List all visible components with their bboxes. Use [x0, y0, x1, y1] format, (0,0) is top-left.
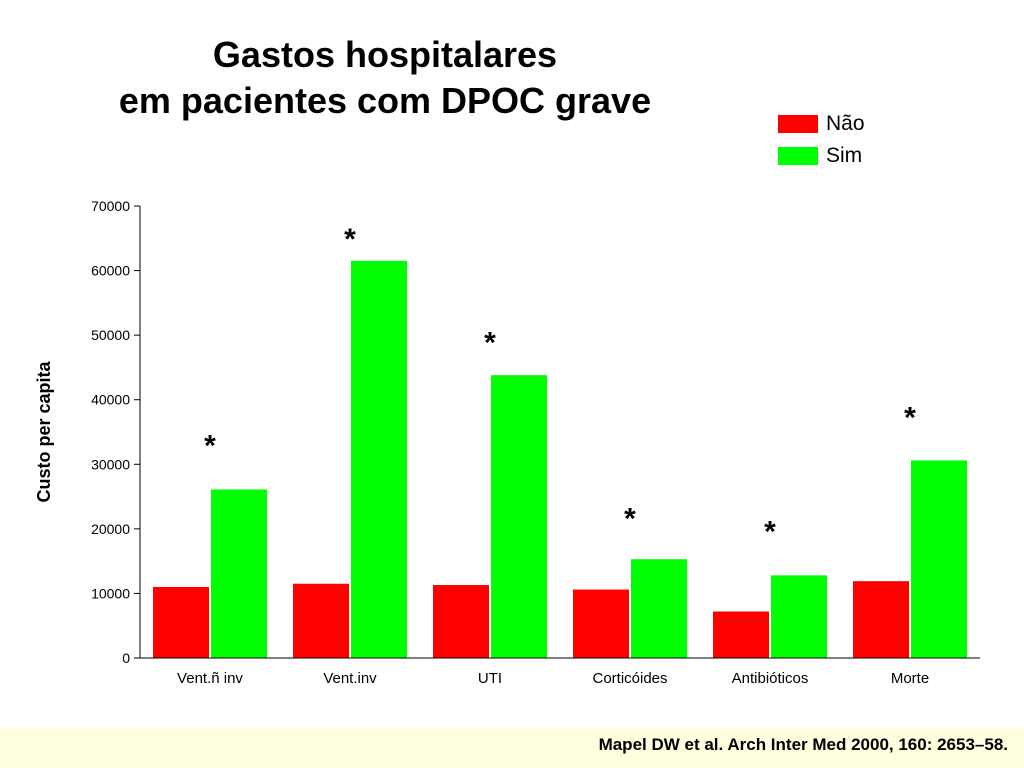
chart-title-line-1: Gastos hospitalares [212, 34, 558, 75]
bar-sim-3 [631, 559, 687, 658]
bar-nao-4 [713, 611, 769, 658]
legend: Não Sim [778, 108, 865, 172]
bar-nao-3 [573, 589, 629, 658]
bar-sim-2 [491, 375, 547, 658]
bar-nao-1 [293, 583, 349, 658]
x-tick-label-2: UTI [478, 670, 502, 687]
legend-item-sim: Sim [778, 140, 865, 172]
legend-swatch-sim [778, 147, 818, 165]
significance-marker-4: * [764, 516, 776, 549]
y-tick-label-1: 10000 [91, 585, 130, 601]
bar-nao-2 [433, 585, 489, 658]
legend-label-nao: Não [826, 112, 865, 135]
bar-nao-5 [853, 581, 909, 658]
citation: Mapel DW et al. Arch Inter Med 2000, 160… [598, 735, 1008, 754]
legend-label-sim: Sim [826, 144, 863, 167]
y-tick-label-6: 60000 [91, 263, 130, 279]
y-tick-label-2: 20000 [91, 521, 130, 537]
bar-sim-4 [771, 575, 827, 658]
y-tick-label-7: 70000 [91, 198, 130, 214]
x-tick-label-3: Corticóides [592, 670, 667, 687]
significance-marker-0: * [204, 430, 216, 463]
chart-title-line-2: em pacientes com DPOC grave [118, 80, 652, 121]
y-tick-label-5: 50000 [91, 327, 130, 343]
significance-marker-2: * [484, 326, 496, 359]
x-tick-label-4: Antibióticos [732, 670, 809, 687]
significance-marker-5: * [904, 401, 916, 434]
bar-chart: Vent.ñ inv Vent.inv UTI Corticóides Antibiót… [34, 198, 980, 687]
legend-swatch-nao [778, 115, 818, 133]
y-tick-label-3: 30000 [91, 456, 130, 472]
legend-item-nao: Não [778, 108, 865, 140]
footer-bar: Mapel DW et al. Arch Inter Med 2000, 160… [0, 727, 1024, 768]
significance-marker-1: * [344, 223, 356, 256]
y-tick-label-0: 0 [122, 650, 130, 666]
bar-sim-5 [911, 460, 967, 658]
y-tick-label-4: 40000 [91, 392, 130, 408]
bar-sim-1 [351, 260, 407, 658]
bar-nao-0 [153, 586, 209, 658]
y-axis-label: Custo per capita [34, 360, 54, 502]
x-tick-label-1: Vent.inv [323, 670, 377, 687]
x-tick-label-5: Morte [891, 670, 929, 687]
significance-marker-3: * [624, 503, 636, 536]
chart-title: Gastos hospitalares em pacientes com DPO… [0, 32, 770, 124]
x-tick-label-0: Vent.ñ inv [177, 670, 243, 687]
bar-sim-0 [211, 489, 267, 658]
